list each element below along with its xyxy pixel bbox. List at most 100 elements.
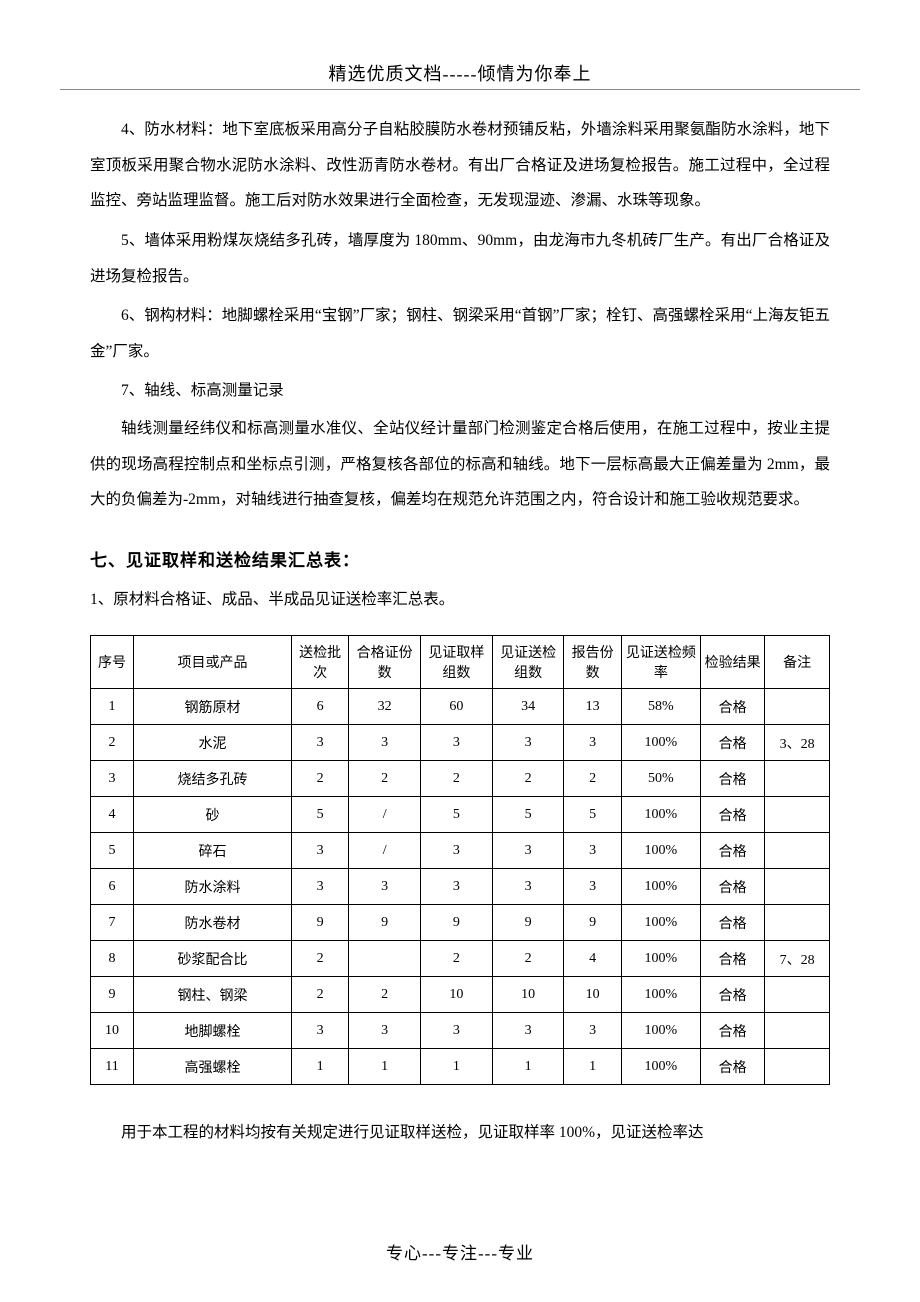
table-cell: 3 (564, 1013, 621, 1049)
table-cell: 2 (349, 761, 421, 797)
th-result: 检验结果 (700, 636, 765, 689)
table-row: 4砂5/555100%合格 (91, 797, 830, 833)
table-cell: 5 (91, 833, 134, 869)
table-cell (349, 941, 421, 977)
table-cell (765, 977, 830, 1013)
table-cell (765, 761, 830, 797)
table-cell: 3 (564, 833, 621, 869)
table-cell: 100% (621, 941, 700, 977)
table-cell: 3 (492, 833, 564, 869)
table-cell: 砂 (134, 797, 292, 833)
table-cell: 砂浆配合比 (134, 941, 292, 977)
table-cell: 100% (621, 869, 700, 905)
section-7-heading: 七、见证取样和送检结果汇总表： (90, 546, 830, 571)
table-cell: 10 (492, 977, 564, 1013)
table-cell: 32 (349, 689, 421, 725)
th-batch: 送检批次 (291, 636, 348, 689)
table-cell: 1 (564, 1049, 621, 1085)
paragraph-5-block: 5、墙体采用粉煤灰烧结多孔砖，墙厚度为 180mm、90mm，由龙海市九冬机砖厂… (90, 223, 830, 294)
table-cell: 100% (621, 1013, 700, 1049)
table-row: 8砂浆配合比2224100%合格7、28 (91, 941, 830, 977)
table-cell: 9 (421, 905, 493, 941)
table-cell: 5 (492, 797, 564, 833)
table-cell: 2 (91, 725, 134, 761)
table-cell: 1 (492, 1049, 564, 1085)
table-cell: 防水卷材 (134, 905, 292, 941)
header-underline (60, 89, 860, 90)
table-cell: 9 (291, 905, 348, 941)
table-cell: 3 (421, 833, 493, 869)
th-cert: 合格证份数 (349, 636, 421, 689)
table-cell: 合格 (700, 833, 765, 869)
table-cell: 7 (91, 905, 134, 941)
table-cell: 3 (291, 869, 348, 905)
table-row: 10地脚螺栓33333100%合格 (91, 1013, 830, 1049)
table-cell: 合格 (700, 761, 765, 797)
table-cell: 9 (564, 905, 621, 941)
table-cell: 2 (421, 761, 493, 797)
table-cell: 6 (91, 869, 134, 905)
table-cell: 2 (291, 977, 348, 1013)
table-cell: 13 (564, 689, 621, 725)
table-row: 5碎石3/333100%合格 (91, 833, 830, 869)
table-cell: 11 (91, 1049, 134, 1085)
table-cell: 100% (621, 977, 700, 1013)
table-cell: 合格 (700, 725, 765, 761)
th-send: 见证送检组数 (492, 636, 564, 689)
table-cell: 5 (564, 797, 621, 833)
table-cell: 100% (621, 905, 700, 941)
table-cell: 3 (564, 725, 621, 761)
paragraph-7-block: 7、轴线、标高测量记录 轴线测量经纬仪和标高测量水准仪、全站仪经计量部门检测鉴定… (90, 373, 830, 518)
table-cell: 1 (91, 689, 134, 725)
table-cell: 2 (291, 761, 348, 797)
paragraph-5: 5、墙体采用粉煤灰烧结多孔砖，墙厚度为 180mm、90mm，由龙海市九冬机砖厂… (90, 223, 830, 294)
th-sample: 见证取样组数 (421, 636, 493, 689)
table-cell: 10 (421, 977, 493, 1013)
table-cell: 8 (91, 941, 134, 977)
paragraph-6: 6、钢构材料：地脚螺栓采用“宝钢”厂家；钢柱、钢梁采用“首钢”厂家；栓钉、高强螺… (90, 298, 830, 369)
table-row: 6防水涂料33333100%合格 (91, 869, 830, 905)
bottom-paragraph: 用于本工程的材料均按有关规定进行见证取样送检，见证取样率 100%，见证送检率达 (90, 1115, 830, 1151)
table-cell: 5 (421, 797, 493, 833)
table-cell: 3 (91, 761, 134, 797)
table-cell: / (349, 797, 421, 833)
page-header: 精选优质文档-----倾情为你奉上 (90, 60, 830, 87)
table-cell: 9 (492, 905, 564, 941)
table-cell: 6 (291, 689, 348, 725)
table-cell: 3 (291, 833, 348, 869)
table-cell: 3 (492, 869, 564, 905)
table-body: 1钢筋原材63260341358%合格2水泥33333100%合格3、283烧结… (91, 689, 830, 1085)
table-cell (765, 869, 830, 905)
table-cell: 100% (621, 1049, 700, 1085)
table-row: 1钢筋原材63260341358%合格 (91, 689, 830, 725)
table-cell: 3 (564, 869, 621, 905)
table-cell: 3 (349, 725, 421, 761)
paragraph-6-block: 6、钢构材料：地脚螺栓采用“宝钢”厂家；钢柱、钢梁采用“首钢”厂家；栓钉、高强螺… (90, 298, 830, 369)
table-cell (765, 833, 830, 869)
table-cell: 5 (291, 797, 348, 833)
table-cell: 3 (421, 1013, 493, 1049)
table-cell: 100% (621, 725, 700, 761)
table-cell: 50% (621, 761, 700, 797)
table-cell: 合格 (700, 1013, 765, 1049)
table-row: 2水泥33333100%合格3、28 (91, 725, 830, 761)
table-cell: 碎石 (134, 833, 292, 869)
table-cell: 合格 (700, 977, 765, 1013)
th-item: 项目或产品 (134, 636, 292, 689)
table-cell: 3 (421, 725, 493, 761)
table-cell: 2 (564, 761, 621, 797)
table-header-row: 序号 项目或产品 送检批次 合格证份数 见证取样组数 见证送检组数 报告份数 见… (91, 636, 830, 689)
table-cell: 合格 (700, 1049, 765, 1085)
table-cell: 合格 (700, 689, 765, 725)
table-cell: 钢柱、钢梁 (134, 977, 292, 1013)
section-7-sub: 1、原材料合格证、成品、半成品见证送检率汇总表。 (90, 583, 830, 617)
table-row: 9钢柱、钢梁22101010100%合格 (91, 977, 830, 1013)
table-cell: / (349, 833, 421, 869)
table-cell: 9 (91, 977, 134, 1013)
table-cell: 100% (621, 797, 700, 833)
paragraph-4-block: 4、防水材料：地下室底板采用高分子自粘胶膜防水卷材预铺反粘，外墙涂料采用聚氨酯防… (90, 112, 830, 219)
table-cell: 地脚螺栓 (134, 1013, 292, 1049)
table-cell: 合格 (700, 869, 765, 905)
table-cell: 1 (349, 1049, 421, 1085)
table-cell: 2 (421, 941, 493, 977)
